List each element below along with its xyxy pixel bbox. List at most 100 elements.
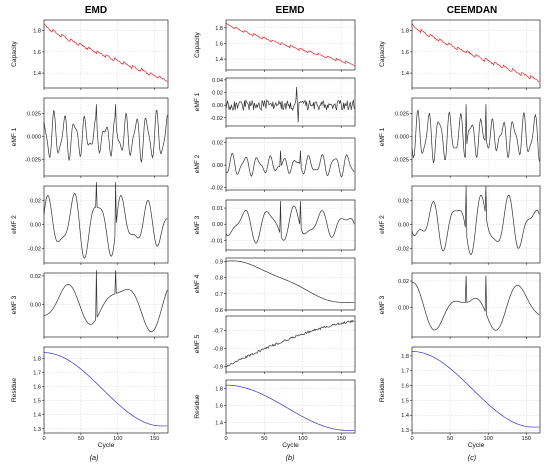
panel-ceemdan-4: 0.00 0.02 eMF 3 — [379, 272, 541, 339]
y-tick-label: 0.00 — [212, 103, 223, 109]
y-tick-label: -0.7 — [213, 328, 223, 334]
y-axis-label: eMF 1 — [379, 127, 386, 146]
y-tick-label: -0.01 — [210, 238, 223, 244]
panel-frame — [225, 19, 356, 71]
panel-emd-1: 1.4 1.6 1.8 Capacity — [11, 19, 169, 90]
x-tick-label: 50 — [261, 436, 267, 442]
series-line — [411, 351, 540, 428]
series-line — [226, 384, 355, 431]
x-tick-label: 100 — [298, 436, 307, 442]
panel-frame — [225, 77, 356, 127]
y-axis-label: Capacity — [194, 31, 201, 57]
y-tick-label: 1.6 — [401, 50, 409, 56]
panel-frame — [411, 346, 541, 434]
y-tick-label: 1.3 — [401, 428, 409, 434]
panel-emd-2: -0.025 0.000 0.025 eMF 1 — [11, 97, 169, 178]
y-axis-label: eMF 4 — [194, 274, 201, 293]
panel-frame — [225, 379, 356, 434]
y-axis-label: Residue — [194, 394, 201, 419]
panel-emd-4: 0.00 0.02 eMF 3 — [11, 270, 169, 339]
y-tick-label: 0.9 — [215, 259, 223, 265]
y-axis-label: Residue — [11, 378, 18, 403]
panel-eemd-7: 1.4 1.6 1.8 Residue — [194, 379, 356, 435]
y-tick-label: -0.8 — [213, 347, 223, 353]
panel-frame — [225, 199, 356, 251]
y-tick-label: 0.02 — [30, 274, 41, 280]
panel-eemd-6: -0.9 -0.8 -0.7 eMF 5 — [194, 315, 356, 374]
panel-eemd-3: -0.02 0.00 0.02 eMF 2 — [194, 137, 356, 192]
y-tick-label: 0.00 — [398, 223, 409, 229]
panel-emd-5: 1.3 1.4 1.5 1.6 1.7 1.8 Residue — [11, 346, 169, 435]
y-tick-label: 0.01 — [212, 206, 223, 212]
column-title-ceemdan: CEEMDAN — [447, 5, 498, 16]
y-tick-label: -0.02 — [28, 247, 41, 253]
x-tick-label: 50 — [78, 436, 84, 442]
y-tick-label: 0.00 — [212, 222, 223, 228]
y-tick-label: 0.02 — [212, 141, 223, 147]
y-tick-label: 0.04 — [212, 78, 223, 84]
y-tick-label: 1.8 — [215, 387, 223, 393]
y-tick-label: 1.8 — [215, 26, 223, 32]
y-tick-label: 1.8 — [33, 356, 41, 362]
panel-ceemdan-5: 1.3 1.4 1.5 1.6 1.7 1.8 Residue — [379, 346, 541, 435]
panel-ceemdan-1: 1.4 1.6 1.8 Capacity — [379, 19, 541, 90]
series-line — [43, 182, 168, 259]
series-line — [225, 150, 355, 178]
y-tick-label: 1.4 — [33, 413, 41, 419]
y-tick-label: 1.6 — [215, 41, 223, 47]
series-line — [411, 104, 540, 164]
series-line — [411, 23, 540, 83]
y-tick-label: 1.4 — [33, 71, 41, 77]
panel-frame — [411, 19, 541, 89]
series-line — [411, 185, 540, 256]
series-line — [225, 86, 355, 123]
y-tick-label: 1.8 — [401, 29, 409, 35]
panel-frame — [43, 19, 169, 89]
panel-eemd-2: -0.02 0.00 0.02 0.04 eMF 1 — [194, 77, 356, 128]
y-tick-label: 0.025 — [395, 112, 409, 118]
series-line — [43, 270, 168, 333]
y-tick-label: 0.000 — [395, 135, 409, 141]
y-axis-label: Residue — [379, 378, 386, 403]
y-tick-label: 1.6 — [215, 404, 223, 410]
y-axis-label: eMF 1 — [194, 92, 201, 111]
y-tick-label: 0.6 — [215, 308, 223, 314]
y-tick-label: -0.02 — [210, 186, 223, 192]
x-tick-label: 150 — [337, 436, 346, 442]
x-tick-label: 100 — [484, 436, 493, 442]
column-title-eemd: EEMD — [276, 5, 305, 16]
panel-frame — [225, 137, 356, 191]
series-line — [411, 275, 540, 331]
y-tick-label: 1.6 — [401, 384, 409, 390]
x-tick-label: 50 — [447, 436, 453, 442]
y-tick-label: 1.4 — [215, 57, 223, 63]
y-axis-label: eMF 1 — [11, 127, 18, 146]
x-axis-label: Cycle — [468, 442, 485, 449]
y-axis-label: eMF 2 — [194, 154, 201, 173]
x-axis-label: Cycle — [98, 442, 115, 449]
y-tick-label: -0.02 — [396, 247, 409, 253]
y-axis-label: eMF 2 — [379, 215, 386, 234]
panel-frame — [225, 315, 356, 373]
y-tick-label: -0.02 — [210, 116, 223, 122]
panel-eemd-4: -0.01 0.00 0.01 eMF 3 — [194, 199, 356, 252]
x-tick-label: 0 — [42, 436, 45, 442]
y-tick-label: 1.8 — [401, 354, 409, 360]
column-caption-b: (b) — [286, 453, 295, 462]
series-line — [43, 352, 168, 427]
panel-frame — [225, 257, 356, 311]
x-tick-label: 0 — [410, 436, 413, 442]
column-caption-a: (a) — [90, 453, 99, 462]
panel-eemd-1: 1.4 1.6 1.8 Capacity — [194, 19, 356, 72]
y-tick-label: 0.8 — [215, 276, 223, 282]
y-tick-label: 1.5 — [401, 398, 409, 404]
panel-ceemdan-3: -0.02 0.00 0.02 eMF 2 — [379, 185, 541, 265]
panel-frame — [43, 272, 169, 338]
y-tick-label: -0.025 — [25, 157, 41, 163]
y-axis-label: eMF 5 — [194, 334, 201, 353]
y-tick-label: 0.02 — [398, 198, 409, 204]
x-tick-label: 0 — [224, 436, 227, 442]
y-axis-label: eMF 3 — [11, 295, 18, 314]
y-tick-label: 0.00 — [30, 302, 41, 308]
